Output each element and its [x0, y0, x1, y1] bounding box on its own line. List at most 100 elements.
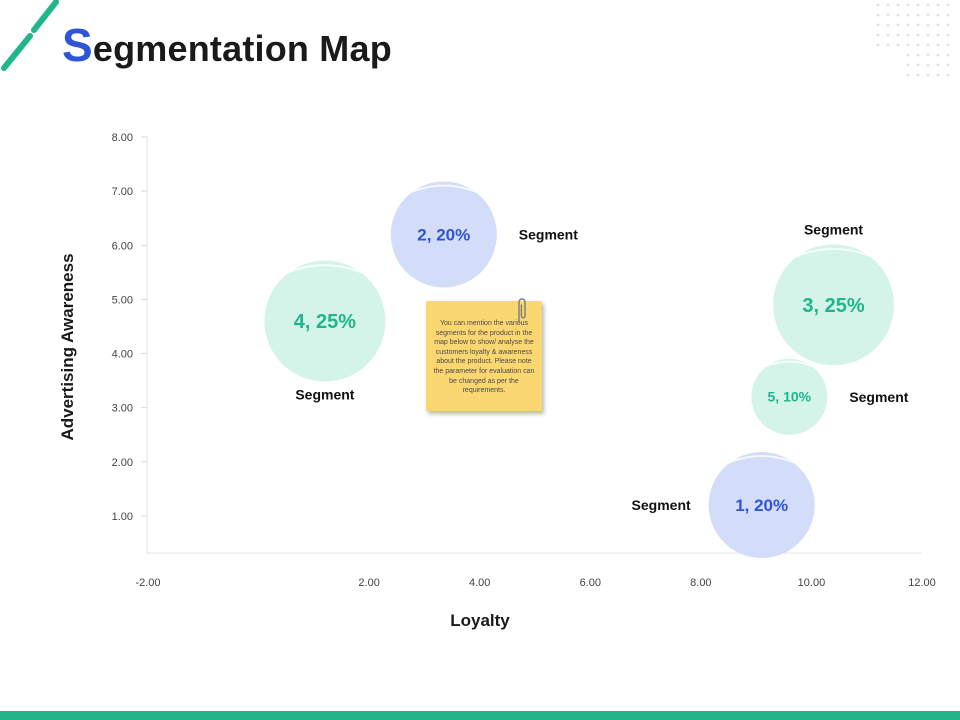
decoration-dot — [926, 3, 930, 7]
decoration-dot — [916, 73, 920, 77]
segment-label: Segment — [519, 226, 578, 242]
decoration-dot — [896, 33, 900, 37]
y-tick-label: 6.00 — [112, 240, 133, 252]
decoration-dot — [936, 43, 940, 47]
decoration-dot — [916, 53, 920, 57]
x-tick-label: 4.00 — [469, 577, 490, 589]
y-tick-label: 8.00 — [112, 132, 133, 144]
segment-label: Segment — [804, 221, 863, 237]
bubble-highlight — [728, 455, 795, 464]
decoration-dot — [926, 13, 930, 17]
decoration-dot — [896, 3, 900, 7]
decoration-dot — [906, 63, 910, 67]
decoration-dot — [936, 33, 940, 37]
y-tick-label: 2.00 — [112, 457, 133, 469]
decoration-dot — [936, 13, 940, 17]
decoration-dot — [906, 73, 910, 77]
decoration-dot — [906, 53, 910, 57]
decoration-dot — [876, 43, 880, 47]
bubbles: 4, 25% Segment 2, 20% Segment 3, 25% Segment 5… — [264, 181, 909, 559]
bubble-data-label: 3, 25% — [802, 295, 864, 317]
bubble-data-label: 4, 25% — [294, 311, 356, 333]
decoration-dot — [916, 3, 920, 7]
decoration-dot — [906, 3, 910, 7]
bubble-highlight — [765, 360, 814, 368]
x-tick-label: 6.00 — [580, 577, 601, 589]
decoration-dot — [946, 73, 950, 77]
segment-label: Segment — [295, 387, 354, 403]
title-text: egmentation Map — [92, 28, 392, 69]
segment-label: Segment — [849, 389, 908, 405]
dot-grid-decoration-icon — [876, 3, 950, 77]
segment-label: Segment — [632, 497, 691, 513]
decoration-dot — [946, 53, 950, 57]
decoration-dot — [876, 23, 880, 27]
decoration-dot — [886, 33, 890, 37]
y-tick-label: 4.00 — [112, 349, 133, 361]
decoration-dot — [916, 43, 920, 47]
decoration-dot — [926, 43, 930, 47]
x-tick-label: 10.00 — [798, 577, 826, 589]
decoration-dot — [926, 73, 930, 77]
decoration-dot — [876, 33, 880, 37]
page-title: Segmentation Map — [62, 18, 392, 72]
bubble-data-label: 1, 20% — [735, 496, 788, 515]
paperclip-icon — [518, 298, 526, 323]
slash-decoration-icon — [1, 0, 59, 71]
decoration-dot — [936, 73, 940, 77]
decoration-dot — [906, 23, 910, 27]
bubble-highlight — [795, 247, 872, 258]
decoration-dot — [886, 23, 890, 27]
decoration-dot — [946, 43, 950, 47]
decoration-dot — [896, 43, 900, 47]
decoration-dot — [946, 23, 950, 27]
y-tick-label: 5.00 — [112, 294, 133, 306]
x-tick-label: -2.00 — [135, 577, 160, 589]
decoration-dot — [886, 43, 890, 47]
chart-axes — [146, 136, 922, 554]
x-tick-label: 12.00 — [908, 577, 936, 589]
decoration-dot — [946, 33, 950, 37]
y-tick-label: 1.00 — [112, 511, 133, 523]
bubble — [751, 358, 828, 435]
decoration-dot — [916, 13, 920, 17]
bubble-highlight — [287, 264, 363, 274]
x-ticks: -2.00 2.00 4.00 6.00 8.00 10.00 12.00 — [135, 577, 935, 589]
sticky-note-text: You can mention the various segments for… — [433, 320, 535, 395]
y-tick-label: 3.00 — [112, 403, 133, 415]
decoration-dot — [876, 13, 880, 17]
y-ticks: 1.00 2.00 3.00 4.00 5.00 6.00 7.00 8.00 — [112, 132, 147, 523]
decoration-dot — [926, 53, 930, 57]
decoration-dot — [886, 13, 890, 17]
decoration-dot — [896, 13, 900, 17]
decoration-dot — [916, 63, 920, 67]
decoration-dot — [916, 33, 920, 37]
decoration-dot — [936, 3, 940, 7]
y-tick-label: 7.00 — [112, 186, 133, 198]
decoration-dot — [926, 23, 930, 27]
x-tick-label: 2.00 — [358, 577, 379, 589]
bubble — [390, 181, 497, 288]
decoration-dot — [906, 13, 910, 17]
bubble — [264, 260, 386, 382]
decoration-dot — [906, 33, 910, 37]
x-tick-label: 8.00 — [690, 577, 711, 589]
x-axis-label: Loyalty — [450, 611, 510, 630]
decoration-dot — [936, 63, 940, 67]
decoration-dot — [946, 63, 950, 67]
y-axis-label: Advertising Awareness — [58, 253, 77, 440]
decoration-dot — [916, 23, 920, 27]
sticky-note: You can mention the various segments for… — [426, 301, 542, 411]
bubble-data-label: 5, 10% — [768, 389, 812, 405]
title-initial: S — [62, 19, 93, 71]
decoration-dot — [946, 13, 950, 17]
decoration-dot — [936, 23, 940, 27]
decoration-dot — [926, 33, 930, 37]
decoration-dot — [906, 43, 910, 47]
bubble-data-label: 2, 20% — [417, 225, 470, 244]
bubble — [708, 452, 815, 559]
decoration-dot — [886, 3, 890, 7]
bubble — [773, 244, 895, 366]
decoration-dot — [896, 23, 900, 27]
